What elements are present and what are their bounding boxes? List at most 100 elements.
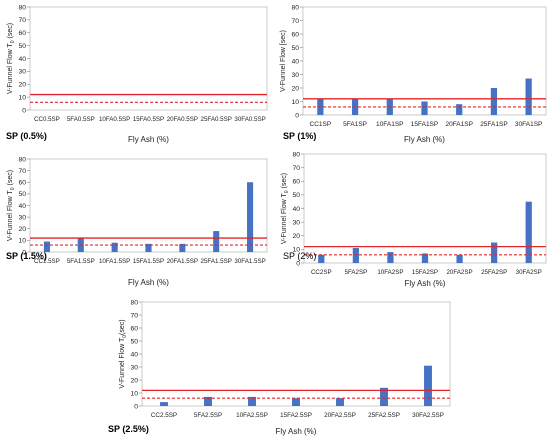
x-tick-label: CC2.5SP — [151, 412, 177, 419]
x-tick-label: 25FA1SP — [480, 121, 507, 128]
bar — [213, 231, 220, 252]
y-tick-label: 20 — [291, 85, 299, 92]
bar — [336, 398, 344, 406]
y-axis-title: V-Funnel Flow T0(sec) — [119, 319, 128, 388]
x-tick-label: 5FA2SP — [345, 269, 368, 276]
y-tick-label: 50 — [291, 45, 299, 52]
bar — [387, 252, 394, 263]
y-tick-label: 70 — [130, 312, 138, 319]
y-tick-label: 20 — [292, 233, 300, 240]
x-axis-title: Fly Ash (%) — [276, 427, 317, 436]
y-tick-label: 10 — [18, 238, 26, 245]
bar — [111, 242, 118, 252]
bar — [490, 88, 498, 115]
chart-panel-sp-1-5: 0 10 20 30 40 50 60 70 80 V-Funnel Flow T0 (sec) C… — [0, 148, 275, 293]
x-tick-label: 25FA1.5SP — [201, 258, 232, 265]
y-tick-label: 30 — [18, 69, 26, 76]
x-tick-label: CC0.5SP — [34, 116, 60, 123]
y-tick-label: 0 — [134, 403, 138, 410]
y-tick-label: 70 — [291, 18, 299, 25]
x-axis-title: Fly Ash (%) — [128, 135, 169, 144]
x-tick-label: 5FA1SP — [343, 121, 367, 128]
y-tick-label: 0 — [295, 112, 299, 119]
y-tick-label: 70 — [292, 165, 300, 172]
y-tick-label: 40 — [292, 206, 300, 213]
chart-panel-sp-0-5: 0 10 20 30 40 50 60 70 80 V-Funnel Flow T0 (sec) C… — [0, 0, 275, 148]
y-tick-label: 10 — [130, 390, 138, 397]
y-tick-label: 50 — [130, 338, 138, 345]
bar — [179, 243, 186, 252]
bar — [421, 253, 429, 263]
x-tick-label: 30FA1SP — [515, 121, 542, 128]
x-tick-label: 30FA2SP — [516, 269, 542, 276]
x-tick-label: 10FA2.5SP — [236, 412, 268, 419]
y-tick-label: 50 — [18, 191, 26, 198]
y-axis-title: V-Funnel Flow T0 (sec) — [7, 170, 16, 241]
x-tick-label: 10FA1.5SP — [99, 258, 130, 265]
x-tick-label: CC2SP — [311, 269, 332, 276]
y-tick-label: 30 — [18, 214, 26, 221]
x-tick-label: 20FA1.5SP — [167, 258, 198, 265]
x-tick-label: 15FA0.5SP — [133, 116, 164, 123]
y-tick-label: 40 — [18, 56, 26, 63]
x-tick-label: 20FA0.5SP — [167, 116, 198, 123]
bar — [318, 254, 325, 263]
x-tick-label: 25FA2.5SP — [368, 412, 400, 419]
bar — [43, 241, 50, 252]
x-tick-label: 15FA2SP — [412, 269, 438, 276]
y-axis-title: V-Funnel Flow T0 (sec) — [281, 173, 290, 244]
bar — [456, 104, 463, 115]
y-tick-label: 20 — [130, 377, 138, 384]
bar — [380, 387, 388, 406]
y-tick-label: 40 — [291, 58, 299, 65]
y-tick-label: 20 — [18, 82, 26, 89]
x-tick-label: 5FA1.5SP — [67, 258, 95, 265]
x-tick-label: 25FA2SP — [481, 269, 507, 276]
y-tick-label: 40 — [130, 351, 138, 358]
chart-svg: 0 10 20 30 40 50 60 70 80 V-Funnel Flow T0(sec) CC… — [119, 299, 451, 436]
chart-panel-sp-2-5: 0 10 20 30 40 50 60 70 80 V-Funnel Flow T0(sec) CC… — [100, 293, 460, 439]
y-tick-label: 0 — [22, 249, 26, 256]
y-tick-label: 50 — [18, 43, 26, 50]
panel-label: SP (1%) — [283, 131, 317, 141]
panel-label: SP (2.5%) — [108, 424, 149, 434]
y-axis-title: V-Funnel Flow T0 (sec) — [7, 23, 16, 94]
bar — [248, 396, 256, 406]
x-tick-label: 30FA0.5SP — [234, 116, 265, 123]
x-tick-label: 10FA0.5SP — [99, 116, 130, 123]
y-tick-label: 40 — [18, 203, 26, 210]
bar — [352, 248, 359, 263]
x-axis-title: Fly Ash (%) — [128, 278, 169, 287]
bar — [292, 398, 300, 406]
bar — [525, 78, 532, 115]
bar — [424, 365, 432, 406]
y-tick-label: 80 — [292, 151, 300, 158]
x-tick-label: 5FA0.5SP — [67, 116, 95, 123]
y-tick-label: 70 — [18, 17, 26, 24]
x-axis-title: Fly Ash (%) — [405, 279, 446, 288]
y-tick-label: 10 — [291, 99, 299, 106]
bar — [247, 182, 254, 252]
y-tick-label: 50 — [292, 192, 300, 199]
x-tick-label: 20FA1SP — [445, 121, 472, 128]
bar — [491, 242, 498, 263]
x-axis-title: Fly Ash (%) — [404, 135, 445, 144]
y-tick-label: 80 — [18, 4, 26, 11]
chart-svg: 0 10 20 30 40 50 60 70 80 V-Funnel Flow [sec) CC1S… — [280, 4, 547, 144]
panel-label: SP (2%) — [283, 251, 317, 261]
panel-label: SP (0.5%) — [6, 131, 47, 141]
y-tick-label: 80 — [18, 156, 26, 163]
bar — [456, 254, 463, 263]
x-tick-label: 30FA2.5SP — [412, 412, 444, 419]
x-tick-label: CC1.5SP — [34, 258, 60, 265]
chart-panel-sp-2: 0 10 20 30 40 50 60 70 80 V-Funnel Flow T0 (sec) C… — [275, 148, 550, 293]
bar — [160, 402, 168, 406]
y-tick-label: 10 — [292, 247, 300, 254]
x-tick-label: 30FA1.5SP — [234, 258, 265, 265]
bar — [145, 243, 152, 252]
y-tick-label: 30 — [291, 72, 299, 79]
x-tick-label: 20FA2SP — [446, 269, 472, 276]
